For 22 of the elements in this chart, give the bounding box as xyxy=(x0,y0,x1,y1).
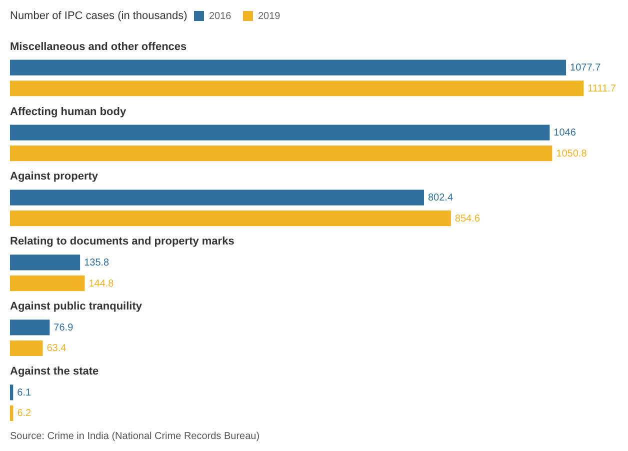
data-label: 135.8 xyxy=(84,257,110,268)
data-label: 1046 xyxy=(554,128,576,139)
annotation: Source: Crime in India (National Crime Records Bureau) xyxy=(10,431,260,442)
data-label: 144.8 xyxy=(88,278,114,290)
data-label: 854.6 xyxy=(454,213,480,224)
data-label: 6.1 xyxy=(17,387,32,398)
data-label: 6.2 xyxy=(17,408,32,420)
data-label: 1050.8 xyxy=(556,148,588,160)
y-tick-label: Against the state xyxy=(10,366,99,378)
data-label: 1111.7 xyxy=(588,83,616,94)
legend-title: Number of IPC cases (in thousands) xyxy=(10,10,188,22)
data-label: 802.4 xyxy=(428,192,454,204)
legend-label: 2019 xyxy=(258,11,281,22)
legend-label: 2016 xyxy=(209,11,232,22)
data-label: 76.9 xyxy=(54,322,74,334)
data-label: 63.4 xyxy=(46,343,67,354)
y-tick-label: Against property xyxy=(10,170,99,183)
data-label: 1077.7 xyxy=(570,62,602,74)
y-tick-label: Relating to documents and property marks xyxy=(10,236,234,248)
y-tick-label: Against public tranquility xyxy=(10,300,143,313)
y-tick-label: Miscellaneous and other offences xyxy=(10,40,187,53)
y-tick-label: Affecting human body xyxy=(10,106,127,118)
